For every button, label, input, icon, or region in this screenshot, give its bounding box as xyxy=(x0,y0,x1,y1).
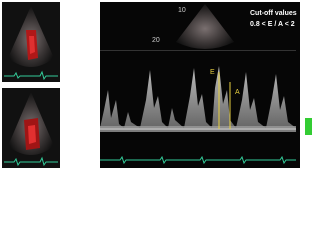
doppler-panel: 10 20 Cut-off values 0.8 < E / A < 2 E A xyxy=(100,2,300,168)
echo-image-top xyxy=(2,2,60,82)
cutoff-rule: 0.8 < E / A < 2 xyxy=(250,21,295,28)
depth-label: 10 xyxy=(178,7,186,14)
echo-image-bottom xyxy=(2,88,60,168)
scale-indicator xyxy=(305,118,312,135)
a-label: A xyxy=(235,89,240,96)
ecg-trace xyxy=(100,155,296,165)
depth-label: 20 xyxy=(152,37,160,44)
e-label: E xyxy=(210,69,215,76)
doppler-waveform xyxy=(100,66,296,128)
cutoff-title: Cut-off values xyxy=(250,10,297,17)
slide: 10 20 Cut-off values 0.8 < E / A < 2 E A xyxy=(2,2,312,168)
sector-image xyxy=(176,4,234,49)
